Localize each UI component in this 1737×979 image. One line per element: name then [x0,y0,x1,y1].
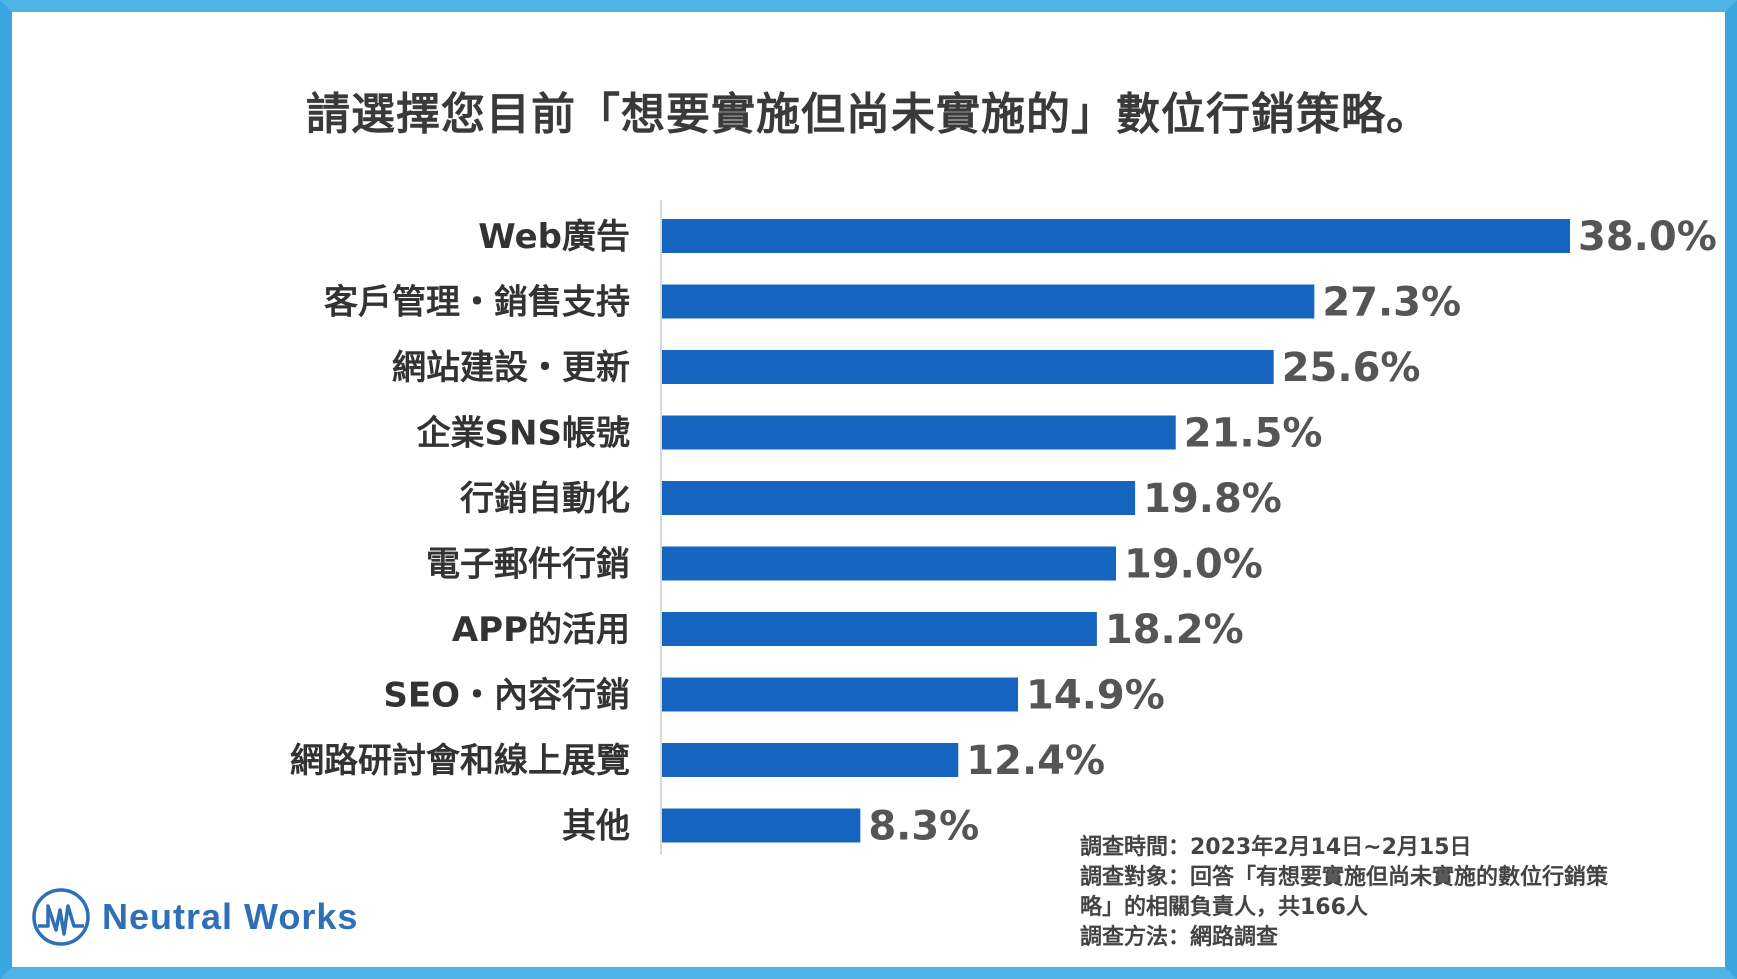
bars-group: Web廣告 38.0% 客戶管理・銷售支持 27.3% 網站建設・更新 25.6% 企業SN… [290,214,1717,850]
bar-4 [662,481,1136,515]
value-label-3: 21.5% [1184,411,1323,457]
survey-method: 調查方法：網路調查 [1080,925,1279,950]
category-label-8: 網路研討會和線上展覽 [290,741,630,781]
value-label-8: 12.4% [966,738,1105,784]
category-label-2: 網站建設・更新 [392,348,630,388]
bar-9 [662,808,861,843]
logo-text: Neutral Works [102,896,359,937]
value-label-1: 27.3% [1322,280,1461,326]
category-label-4: 行銷自動化 [460,479,630,519]
value-label-2: 25.6% [1282,345,1421,391]
bar-3 [662,415,1176,450]
bar-0 [662,219,1570,253]
survey-period: 調查時間：2023年2月14日~2月15日 [1080,835,1472,860]
category-label-3: 企業SNS帳號 [417,414,630,454]
neutral-works-logo-icon [32,888,90,946]
survey-target-line2: 略」的相關負責人，共166人 [1080,895,1368,920]
category-label-7: SEO・內容行銷 [383,676,630,716]
category-label-6: APP的活用 [452,610,630,650]
survey-notes: 調查時間：2023年2月14日~2月15日 調查對象：回答「有想要實施但尚未實施… [1080,833,1700,953]
category-label-1: 客戶管理・銷售支持 [324,283,630,323]
bar-2 [662,350,1274,384]
value-label-5: 19.0% [1124,542,1263,588]
value-label-4: 19.8% [1143,476,1282,522]
chart-title: 請選擇您目前「想要實施但尚未實施的」數位行銷策略。 [306,89,1431,140]
bar-5 [662,546,1116,581]
bar-6 [662,612,1097,646]
value-label-7: 14.9% [1026,673,1165,719]
survey-target-line1: 調查對象：回答「有想要實施但尚未實施的數位行銷策 [1080,865,1609,890]
value-label-9: 8.3% [868,804,979,850]
category-label-0: Web廣告 [478,217,630,257]
bar-7 [662,677,1019,712]
value-label-0: 38.0% [1578,214,1717,260]
category-label-5: 電子郵件行銷 [426,545,630,585]
company-logo: Neutral Works [30,886,358,948]
bar-1 [662,284,1315,319]
value-label-6: 18.2% [1105,607,1244,653]
category-label-9: 其他 [562,807,630,847]
bar-8 [662,743,959,777]
